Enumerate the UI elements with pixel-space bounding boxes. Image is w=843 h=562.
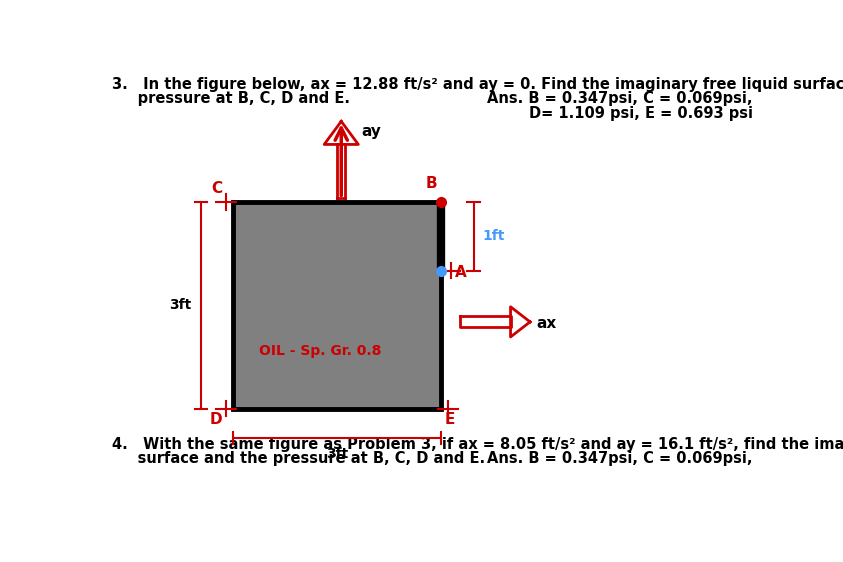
Text: OIL - Sp. Gr. 0.8: OIL - Sp. Gr. 0.8	[260, 344, 382, 358]
Polygon shape	[511, 307, 530, 337]
Text: 1ft: 1ft	[483, 229, 505, 243]
Text: 4.   With the same figure as Problem 3, if ax = 8.05 ft/s² and ay = 16.1 ft/s², : 4. With the same figure as Problem 3, if…	[111, 437, 843, 452]
Text: surface and the pressure at B, C, D and E.: surface and the pressure at B, C, D and …	[111, 451, 485, 466]
Text: 3ft: 3ft	[169, 298, 191, 312]
Text: A: A	[455, 265, 467, 280]
Text: 3ft: 3ft	[326, 447, 348, 461]
Text: E: E	[445, 413, 455, 427]
Text: Ans. B = 0.347psi, C = 0.069psi,: Ans. B = 0.347psi, C = 0.069psi,	[487, 451, 753, 466]
Polygon shape	[325, 121, 358, 144]
Bar	[234, 202, 441, 409]
Polygon shape	[460, 316, 511, 327]
Text: pressure at B, C, D and E.: pressure at B, C, D and E.	[111, 90, 350, 106]
Text: ax: ax	[536, 316, 556, 331]
Text: C: C	[212, 181, 223, 196]
Text: D= 1.109 psi, E = 0.693 psi: D= 1.109 psi, E = 0.693 psi	[529, 106, 753, 121]
Text: 3.   In the figure below, ax = 12.88 ft/s² and ay = 0. Find the imaginary free l: 3. In the figure below, ax = 12.88 ft/s²…	[111, 76, 843, 92]
Text: B: B	[426, 176, 438, 192]
Text: D: D	[210, 413, 223, 427]
Polygon shape	[337, 144, 345, 198]
Text: ay: ay	[362, 124, 381, 139]
Text: Ans. B = 0.347psi, C = 0.069psi,: Ans. B = 0.347psi, C = 0.069psi,	[487, 90, 753, 106]
